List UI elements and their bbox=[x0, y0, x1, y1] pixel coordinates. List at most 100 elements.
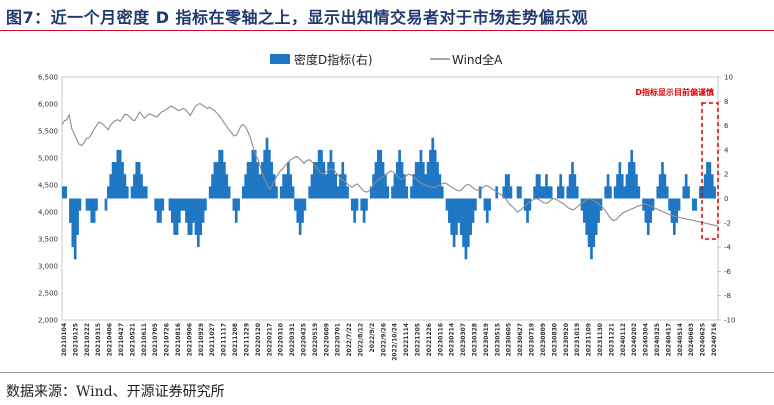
density-bar bbox=[637, 186, 641, 199]
density-bar bbox=[137, 162, 141, 199]
x-tick-label: 20210222 bbox=[84, 323, 91, 356]
x-tick-label: 20230605 bbox=[506, 323, 513, 356]
density-bar bbox=[125, 186, 129, 199]
density-bar bbox=[192, 198, 195, 223]
density-bar bbox=[215, 162, 219, 199]
density-bar bbox=[372, 174, 375, 199]
density-bar bbox=[587, 198, 591, 248]
density-bar bbox=[675, 198, 679, 223]
left-tick-label: 4,500 bbox=[38, 182, 58, 190]
density-bar bbox=[426, 162, 430, 199]
x-tick-label: 20220701 bbox=[335, 323, 342, 356]
x-tick-label: 20220120 bbox=[255, 323, 262, 356]
x-tick-label: 20240603 bbox=[688, 323, 695, 356]
density-bar bbox=[365, 198, 368, 211]
density-bar bbox=[320, 149, 323, 199]
density-bar bbox=[398, 149, 401, 199]
density-bar bbox=[208, 186, 212, 199]
source-note: 数据来源：Wind、开源证券研究所 bbox=[6, 384, 225, 400]
right-tick-label: -8 bbox=[724, 292, 731, 300]
density-bar bbox=[419, 149, 423, 199]
legend: 密度D指标(右) Wind全A bbox=[270, 52, 503, 67]
legend-swatch-bar bbox=[270, 54, 290, 64]
density-bar bbox=[282, 174, 285, 199]
density-bar bbox=[410, 186, 413, 199]
density-bar bbox=[609, 186, 612, 199]
left-tick-label: 2,500 bbox=[38, 290, 58, 298]
density-bar bbox=[194, 198, 198, 235]
density-bar bbox=[156, 198, 160, 223]
wind-a-line bbox=[61, 102, 719, 227]
x-tick-label: 20210427 bbox=[118, 323, 125, 356]
density-bar bbox=[706, 162, 709, 199]
left-tick-label: 6,000 bbox=[38, 101, 58, 109]
density-bar bbox=[488, 198, 491, 211]
density-bar bbox=[448, 198, 451, 223]
density-bar bbox=[597, 198, 600, 223]
density-bar bbox=[661, 162, 664, 199]
x-tick-label: 20210406 bbox=[107, 323, 114, 356]
density-bar bbox=[286, 162, 290, 199]
density-bar bbox=[111, 162, 115, 199]
density-bar bbox=[346, 186, 349, 199]
x-tick-label: 20240417 bbox=[665, 323, 672, 356]
density-bar bbox=[400, 162, 404, 199]
density-bar bbox=[161, 198, 165, 211]
x-tick-label: 20210929 bbox=[198, 323, 205, 356]
density-bar bbox=[246, 162, 250, 199]
density-bar bbox=[519, 186, 522, 199]
density-bar bbox=[178, 198, 181, 223]
density-bar bbox=[464, 198, 468, 260]
density-bar bbox=[180, 198, 184, 211]
density-bar bbox=[237, 198, 240, 211]
density-bar bbox=[606, 174, 610, 199]
density-bar bbox=[455, 198, 458, 235]
x-axis: 20210104 20210125 20210222 20210315 20210406… bbox=[61, 323, 718, 361]
density-bar bbox=[116, 149, 120, 199]
density-bar bbox=[575, 186, 579, 199]
x-tick-label: 20211027 bbox=[209, 323, 216, 356]
density-bar bbox=[507, 174, 510, 199]
density-bar bbox=[270, 162, 274, 199]
x-tick-label: 20240202 bbox=[631, 323, 638, 356]
x-tick-label: 2022/8/12 bbox=[357, 323, 364, 357]
density-bar bbox=[469, 198, 473, 235]
x-tick-label: 20221226 bbox=[426, 323, 433, 356]
x-tick-label: 20210816 bbox=[175, 323, 182, 356]
x-tick-label: 20210104 bbox=[61, 323, 68, 356]
density-bar bbox=[173, 198, 176, 235]
density-bar bbox=[159, 198, 162, 223]
density-bar bbox=[526, 198, 529, 223]
density-bar bbox=[121, 162, 124, 199]
density-bar bbox=[502, 186, 506, 199]
density-bar bbox=[710, 174, 714, 199]
density-bar bbox=[182, 198, 186, 211]
density-bar bbox=[452, 198, 456, 248]
density-bar bbox=[201, 198, 205, 223]
x-tick-label: 20230515 bbox=[494, 323, 501, 356]
x-tick-label: 20231130 bbox=[597, 323, 604, 356]
x-tick-label: 20210906 bbox=[186, 323, 193, 356]
density-bar bbox=[687, 186, 690, 199]
left-tick-label: 6,500 bbox=[38, 74, 58, 82]
density-bar bbox=[684, 174, 688, 199]
density-bar bbox=[699, 186, 702, 199]
title-divider bbox=[0, 30, 774, 31]
right-tick-label: 2 bbox=[724, 171, 728, 179]
density-bar bbox=[241, 186, 245, 199]
density-bar bbox=[623, 186, 626, 199]
density-bar bbox=[462, 198, 465, 248]
x-tick-label: 2022/7/22 bbox=[346, 323, 353, 357]
density-bar bbox=[391, 186, 394, 199]
density-bar bbox=[559, 174, 562, 199]
density-bar bbox=[168, 198, 172, 211]
density-bar bbox=[417, 162, 420, 199]
right-axis: -10 -8 -6 -4 -2 0 2 4 6 8 10 bbox=[718, 74, 735, 325]
density-bar bbox=[118, 149, 122, 199]
density-bar bbox=[296, 198, 300, 223]
density-bar bbox=[509, 186, 513, 199]
annotation: D指标显示目前偏谨慎 bbox=[635, 87, 719, 240]
density-bar bbox=[561, 186, 565, 199]
density-bar bbox=[339, 174, 342, 199]
density-bar bbox=[227, 186, 231, 199]
